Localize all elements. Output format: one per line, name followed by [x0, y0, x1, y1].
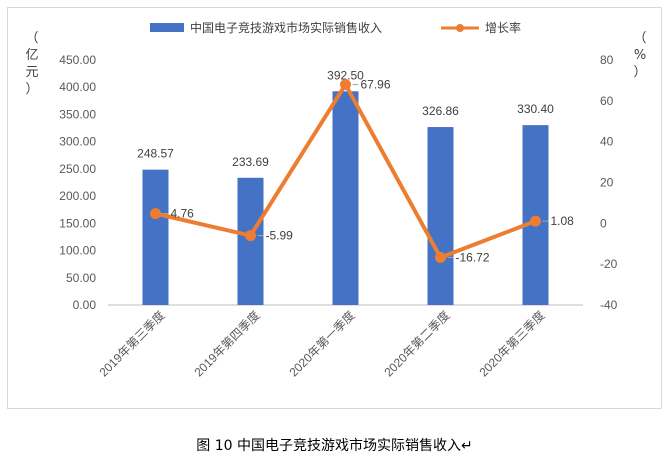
y-tick-label: 0.00: [73, 298, 97, 312]
y2-tick-label: -40: [600, 298, 618, 312]
y-tick-label: 400.00: [59, 80, 96, 94]
line-value-label: 67.96: [361, 78, 391, 92]
x-tick-label: 2019年第三季度: [96, 308, 168, 380]
line-value-label: -5.99: [266, 229, 294, 243]
line-point: [530, 215, 541, 227]
y-tick-label: 100.00: [59, 244, 96, 258]
legend-line-marker: [456, 24, 464, 32]
y-tick-label: 50.00: [66, 271, 96, 285]
bar: [237, 177, 264, 305]
line-point: [435, 251, 446, 263]
bar-value-label: 330.40: [517, 102, 554, 116]
figure-caption: 图 10 中国电子竞技游戏市场实际销售收入↵: [196, 438, 473, 454]
bar-value-label: 326.86: [422, 104, 459, 118]
line-value-label: 1.08: [551, 214, 575, 228]
line-point: [340, 79, 351, 91]
y2-tick-label: 40: [600, 135, 614, 149]
bar: [142, 169, 169, 305]
y2-tick-label: 0: [600, 216, 607, 230]
y-tick-label: 200.00: [59, 189, 96, 203]
chart-svg: 中国电子竞技游戏市场实际销售收入 增长率 （亿元） （%） 0.00 50.00 1…: [25, 20, 646, 380]
y2-tick-label: 20: [600, 176, 614, 190]
bar-value-label: 233.69: [232, 155, 269, 169]
y2-tick-label: 80: [600, 53, 614, 67]
y2-tick-label: 60: [600, 94, 614, 108]
x-tick-label: 2019年第四季度: [191, 308, 263, 380]
bar-value-label: 392.50: [327, 68, 364, 82]
y-tick-label: 250.00: [59, 162, 96, 176]
line-point: [245, 230, 256, 242]
x-tick-label: 2020年第一季度: [286, 308, 358, 380]
y-tick-label: 350.00: [59, 107, 96, 121]
bar-series: [142, 91, 549, 305]
bar: [332, 91, 359, 305]
legend-bar-label: 中国电子竞技游戏市场实际销售收入: [190, 20, 382, 35]
line-value-label: 4.76: [171, 207, 195, 221]
legend: 中国电子竞技游戏市场实际销售收入 增长率: [150, 20, 521, 35]
y-axis-left: 0.00 50.00 100.00 150.00 200.00 250.00 300.00 3…: [59, 53, 96, 312]
line-series: 4.76 -5.99 67.96 -16.72 1.08: [150, 78, 575, 264]
y2-tick-label: -20: [600, 257, 618, 271]
bar: [522, 125, 549, 305]
bar: [427, 127, 454, 305]
line-point: [150, 208, 161, 220]
line-value-label: -16.72: [456, 250, 490, 264]
x-axis-labels: 2019年第三季度 2019年第四季度 2020年第一季度 2020年第二季度 2020…: [96, 308, 548, 380]
x-tick-label: 2020年第二季度: [381, 308, 453, 380]
y-tick-label: 150.00: [59, 216, 96, 230]
y-axis-right: -40 -20 0 20 40 60 80: [600, 53, 618, 312]
y-axis-unit-left: （亿元）: [25, 31, 38, 97]
x-tick-label: 2020年第三季度: [476, 308, 548, 380]
y-tick-label: 450.00: [59, 53, 96, 67]
legend-line-label: 增长率: [485, 20, 521, 35]
legend-bar-swatch: [150, 23, 184, 32]
y-axis-unit-right: （%）: [633, 31, 646, 80]
bar-data-labels: 248.57 233.69 392.50 326.86 330.40: [137, 68, 554, 168]
bar-value-label: 248.57: [137, 147, 174, 161]
y-tick-label: 300.00: [59, 135, 96, 149]
